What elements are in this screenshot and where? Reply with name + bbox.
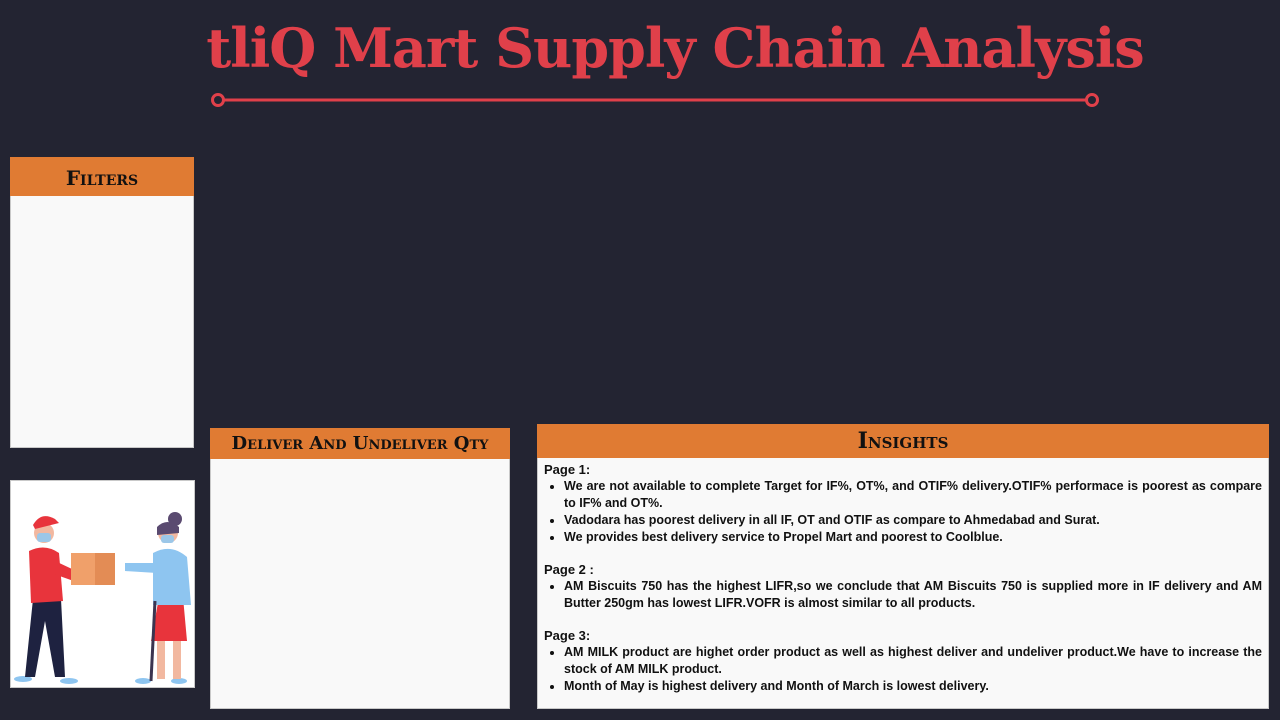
insight-item: Month of May is highest delivery and Mon… (564, 678, 1262, 695)
insight-item: AM MILK product are highet order product… (564, 644, 1262, 678)
filters-header: Filters (10, 157, 194, 196)
insights-panel: Page 1: We are not available to complete… (537, 458, 1269, 709)
insight-item: We are not available to complete Target … (564, 478, 1262, 512)
title-divider (211, 93, 1099, 107)
insight-item: We provides best delivery service to Pro… (564, 529, 1262, 546)
insight-item: AM Biscuits 750 has the highest LIFR,so … (564, 578, 1262, 612)
insight-page-title: Page 3: (544, 628, 591, 643)
insights-header: Insights (537, 424, 1269, 458)
page-title: tliQ Mart Supply Chain Analysis (206, 16, 1144, 80)
insight-item: Vadodara has poorest delivery in all IF,… (564, 512, 1262, 529)
insight-page-title: Page 2 : (544, 562, 594, 577)
deliver-undeliver-header: Deliver And Undeliver Qty (210, 428, 510, 459)
deliver-undeliver-panel[interactable] (210, 459, 510, 709)
filters-panel[interactable] (10, 196, 194, 448)
delivery-illustration (10, 480, 195, 688)
delivery-illustration-icon (14, 512, 191, 684)
insight-page-title: Page 1: (544, 462, 591, 477)
